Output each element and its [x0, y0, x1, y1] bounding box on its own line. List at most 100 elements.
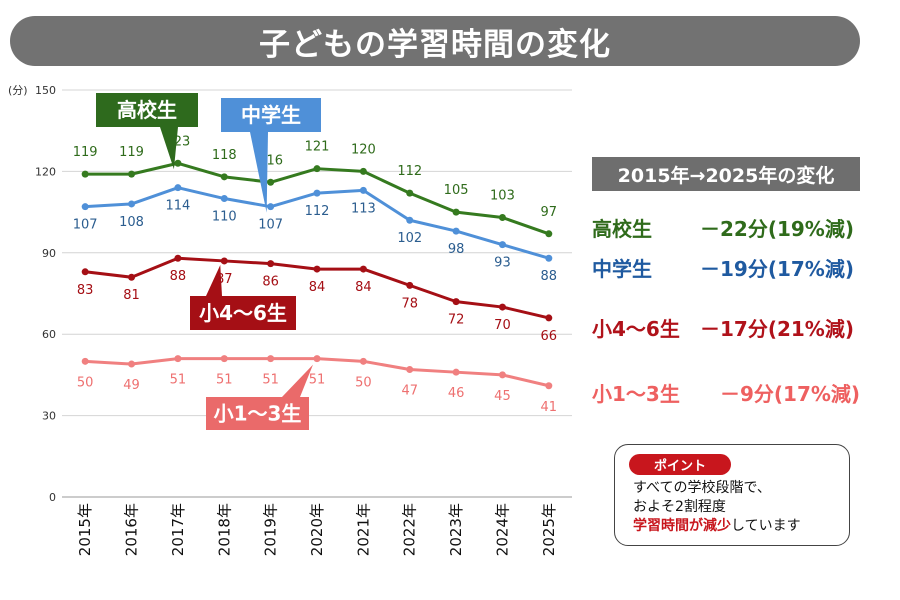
data-point [128, 360, 136, 368]
data-label: 107 [258, 218, 283, 233]
data-label: 108 [119, 215, 144, 230]
data-point [452, 208, 460, 216]
data-label: 49 [123, 378, 140, 393]
y-tick-label: 90 [42, 247, 56, 260]
x-tick-label: 2015年 [76, 503, 94, 556]
data-point [545, 230, 553, 238]
data-label: 78 [401, 296, 418, 311]
data-label: 93 [494, 256, 511, 271]
series-callout-box [190, 296, 296, 330]
data-label: 50 [77, 375, 94, 390]
data-label: 88 [170, 269, 187, 284]
data-label: 105 [444, 183, 469, 198]
series-line [85, 161, 550, 236]
data-label: 118 [212, 148, 237, 163]
data-point [359, 265, 367, 273]
point-text: すべての学校段階で、 およそ2割程度 学習時間が減少しています [633, 479, 801, 536]
data-point [174, 355, 182, 363]
y-tick-label: 60 [42, 328, 56, 341]
data-label: 97 [541, 205, 558, 220]
data-point [267, 178, 275, 186]
x-tick-label: 2024年 [493, 503, 511, 556]
data-label: 86 [262, 275, 279, 290]
data-point [406, 281, 414, 289]
data-point [81, 203, 89, 211]
series-name-label: 高校生 [117, 98, 177, 122]
y-unit-label: (分) [8, 84, 28, 97]
data-point [220, 173, 228, 181]
y-tick-label: 120 [35, 165, 56, 178]
data-label: 70 [494, 318, 511, 333]
data-label: 102 [397, 231, 422, 246]
series-callout-tail [250, 132, 268, 213]
series-callout-tail [206, 264, 222, 296]
point-line-2: およそ2割程度 [633, 499, 726, 515]
summary-name: 小4～6生 [592, 317, 680, 341]
summary-heading: 2015年→2025年の変化 [592, 157, 860, 191]
data-label: 83 [77, 283, 94, 298]
series-line [85, 186, 550, 260]
data-label: 46 [448, 386, 465, 401]
series-name-label: 小1～3生 [214, 402, 302, 426]
data-label: 84 [355, 280, 372, 295]
data-label: 51 [309, 373, 326, 388]
data-label: 98 [448, 242, 465, 257]
x-tick-label: 2016年 [123, 503, 141, 556]
point-badge: ポイント [629, 454, 731, 475]
series-callout-tail [160, 127, 178, 170]
data-label: 119 [73, 145, 98, 160]
data-point [452, 227, 460, 235]
data-point [128, 273, 136, 281]
data-point [359, 357, 367, 365]
data-label: 112 [397, 164, 422, 179]
x-tick-label: 2018年 [215, 503, 233, 556]
data-label: 66 [541, 329, 558, 344]
data-label: 119 [119, 145, 144, 160]
data-label: 72 [448, 313, 465, 328]
point-callout: ポイント すべての学校段階で、 およそ2割程度 学習時間が減少しています [614, 444, 850, 546]
data-point [313, 265, 321, 273]
data-point [313, 189, 321, 197]
data-label: 121 [305, 140, 330, 155]
summary-row-upper-elementary: 小4～6生 －17分(21%減) [592, 313, 882, 343]
data-point [498, 214, 506, 222]
data-point [128, 200, 136, 208]
data-label: 47 [401, 383, 418, 398]
point-emphasis: 学習時間が減少 [633, 518, 731, 534]
data-label: 110 [212, 210, 237, 225]
data-point [406, 365, 414, 373]
summary-name: 小1～3生 [592, 382, 680, 406]
x-tick-label: 2025年 [540, 503, 558, 556]
data-point [220, 355, 228, 363]
data-point [81, 170, 89, 178]
x-tick-label: 2023年 [447, 503, 465, 556]
data-point [498, 303, 506, 311]
data-point [545, 314, 553, 322]
summary-name: 高校生 [592, 217, 652, 241]
summary-change: －17分(21%減) [700, 317, 854, 341]
data-label: 114 [165, 199, 190, 214]
data-label: 107 [73, 218, 98, 233]
x-tick-label: 2022年 [401, 503, 419, 556]
data-label: 84 [309, 280, 326, 295]
data-point [267, 203, 275, 211]
data-point [313, 165, 321, 173]
data-label: 103 [490, 189, 515, 204]
summary-row-high-school: 高校生 －22分(19%減) [592, 213, 882, 243]
data-point [81, 357, 89, 365]
data-point [498, 371, 506, 379]
summary-change: －19分(17%減) [700, 257, 854, 281]
data-point [452, 368, 460, 376]
data-point [545, 254, 553, 262]
data-point [267, 355, 275, 363]
data-label: 50 [355, 375, 372, 390]
point-line-1: すべての学校段階で、 [633, 480, 771, 496]
series-callout-box [221, 98, 321, 132]
summary-row-lower-elementary: 小1～3生 －9分(17%減) [592, 378, 882, 408]
x-tick-label: 2020年 [308, 503, 326, 556]
data-point [498, 241, 506, 249]
data-label: 88 [541, 269, 558, 284]
summary-row-junior-high: 中学生 －19分(17%減) [592, 253, 882, 283]
data-point [267, 260, 275, 268]
